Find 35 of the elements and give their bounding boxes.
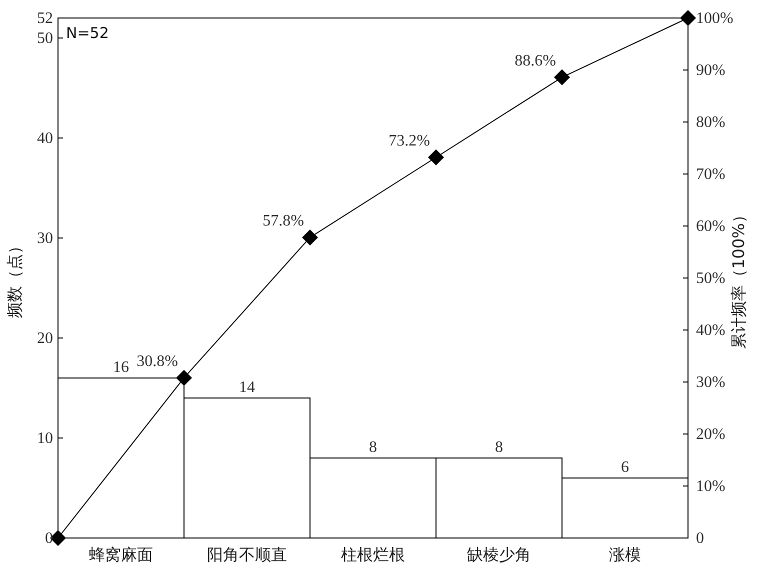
y-tick-label: 20 [37,330,53,347]
y-tick-label: 30 [37,230,53,247]
annotation: N=52 [66,24,109,42]
x-tick-label: 涨模 [609,545,641,564]
data-label: 73.2% [388,132,430,150]
data-label: 8 [495,439,503,456]
data-label: 8 [369,439,377,456]
y-tick-label: 0 [45,530,53,547]
data-label: 14 [239,379,255,396]
x-tick-label: 蜂窝麻面 [89,545,153,564]
y2-tick-label: 60% [696,218,726,235]
data-label: 30.8% [136,352,178,370]
x-tick-label: 阳角不顺直 [207,545,287,564]
data-label: 6 [621,459,629,476]
y-tick-label: 50 [37,30,53,47]
y2-tick-label: 80% [696,114,726,131]
y2-tick-label: 20% [696,426,726,443]
data-label: 88.6% [514,52,556,70]
y2-tick-label: 0 [696,530,704,547]
y2-axis-title: 累计频率（100%） [729,207,748,349]
data-label: 16 [113,359,129,376]
y2-tick-label: 10% [696,478,726,495]
y-tick-label: 52 [37,10,53,27]
y2-tick-label: 30% [696,374,726,391]
y-tick-label: 40 [37,130,53,147]
y2-tick-label: 50% [696,270,726,287]
x-tick-label: 柱根烂根 [341,545,405,564]
y2-tick-label: 90% [696,62,726,79]
y2-tick-label: 70% [696,166,726,183]
data-label: 57.8% [262,212,304,230]
y-tick-label: 10 [37,430,53,447]
x-tick-label: 缺棱少角 [467,545,531,564]
y-axis-title: 频数（点） [5,238,24,318]
y2-tick-label: 100% [696,10,734,27]
y2-tick-label: 40% [696,322,726,339]
